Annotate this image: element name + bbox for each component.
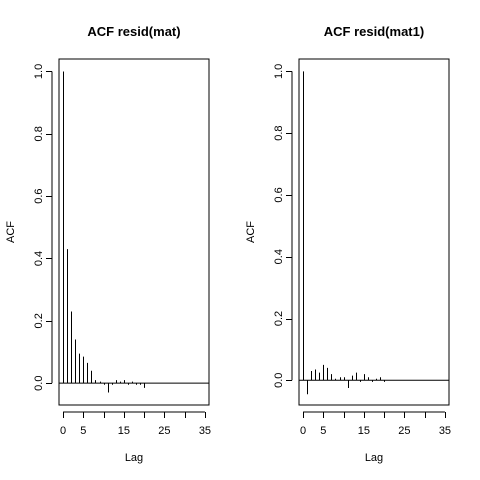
y-tick-label-right: 0.4 — [273, 249, 285, 264]
y-tick-label-left: 1.0 — [33, 64, 45, 79]
y-tick-label-right: 0.2 — [273, 311, 285, 326]
x-axis-label-left: Lag — [125, 452, 143, 464]
acf-panel-resid-mat: ACF resid(mat) 0 5 15 25 35 0.0 0.2 0.4 0.6 0.8 1.… — [5, 24, 211, 464]
y-tick-label-left: 0.6 — [33, 189, 45, 204]
y-tick-label-left: 0.4 — [33, 251, 45, 266]
y-axis-label-left: ACF — [5, 221, 17, 243]
y-tick-label-right: 1.0 — [273, 64, 285, 79]
x-tick-label-right: 15 — [358, 425, 370, 437]
y-tick-label-right: 0.8 — [273, 125, 285, 140]
y-tick-label-right: 0.6 — [273, 187, 285, 202]
y-tick-label-left: 0.2 — [33, 313, 45, 328]
x-tick-label-right: 0 — [300, 425, 306, 437]
x-tick-label-right: 25 — [398, 425, 410, 437]
chart-title-right: ACF resid(mat1) — [324, 24, 424, 39]
x-tick-label-left: 5 — [80, 425, 86, 437]
plot-frame-right — [298, 58, 450, 406]
chart-title-left: ACF resid(mat) — [87, 24, 180, 39]
acf-panel-resid-mat1: ACF resid(mat1) 0 5 15 25 35 0.0 0.2 0.4 0.6 0.8 1… — [245, 24, 451, 464]
x-tick-label-right: 5 — [320, 425, 326, 437]
y-axis-label-right: ACF — [245, 221, 257, 243]
plot-frame-left — [58, 58, 210, 406]
marks-right: 0 5 15 25 35 0.0 0.2 0.4 0.6 0.8 1.0 — [273, 64, 451, 437]
marks-left: 0 5 15 25 35 0.0 0.2 0.4 0.6 0.8 1.0 — [33, 64, 211, 437]
x-tick-label-left: 35 — [199, 425, 211, 437]
x-tick-label-left: 25 — [158, 425, 170, 437]
x-tick-label-left: 0 — [60, 425, 66, 437]
y-tick-label-right: 0.0 — [273, 373, 285, 388]
x-tick-label-left: 15 — [118, 425, 130, 437]
y-tick-label-left: 0.0 — [33, 376, 45, 391]
x-axis-label-right: Lag — [365, 452, 383, 464]
y-tick-label-left: 0.8 — [33, 126, 45, 141]
x-tick-label-right: 35 — [439, 425, 451, 437]
